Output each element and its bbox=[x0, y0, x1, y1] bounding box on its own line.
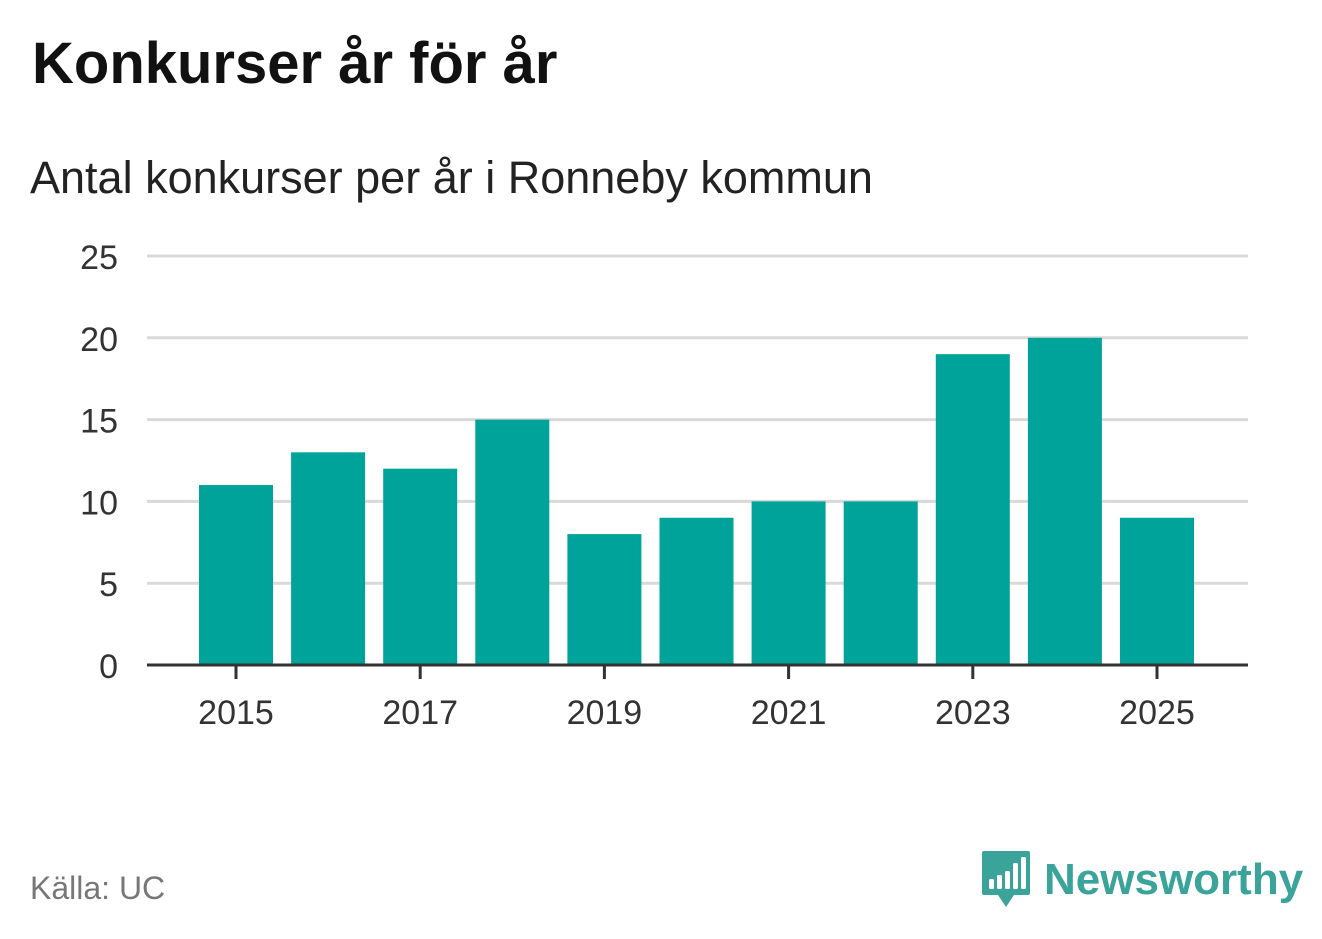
bar-2019 bbox=[567, 534, 642, 665]
x-tick-label: 2025 bbox=[1119, 694, 1195, 732]
brand-logo: Newsworthy bbox=[980, 848, 1303, 912]
y-tick-label: 10 bbox=[80, 484, 118, 522]
x-tick-label: 2015 bbox=[198, 694, 274, 732]
x-tick-label: 2019 bbox=[567, 694, 643, 732]
y-tick-label: 5 bbox=[99, 566, 118, 604]
y-tick-label: 15 bbox=[80, 403, 118, 441]
bar-2018 bbox=[475, 419, 550, 665]
bar-2015 bbox=[199, 485, 273, 665]
bar-2021 bbox=[751, 501, 826, 665]
bar-2016 bbox=[291, 452, 366, 665]
chart-subtitle: Antal konkurser per år i Ronneby kommun bbox=[30, 152, 873, 203]
y-tick-label: 25 bbox=[80, 239, 118, 277]
bar-2025 bbox=[1120, 517, 1194, 665]
y-tick-label: 0 bbox=[99, 648, 118, 686]
x-tick-label: 2023 bbox=[935, 694, 1011, 732]
bar-2023 bbox=[935, 354, 1010, 665]
y-tick-label: 20 bbox=[80, 321, 118, 359]
bar-2017 bbox=[383, 468, 458, 665]
x-tick-label: 2017 bbox=[382, 694, 458, 732]
brand-name: Newsworthy bbox=[1044, 855, 1304, 904]
bar-2022 bbox=[843, 501, 918, 665]
bar-2020 bbox=[659, 517, 734, 665]
chart-title: Konkurser år för år bbox=[32, 31, 558, 96]
bar-2024 bbox=[1027, 337, 1102, 665]
source-note: Källa: UC bbox=[30, 870, 166, 906]
bar-chart-speech-bubble-icon bbox=[982, 851, 1030, 907]
x-tick-label: 2021 bbox=[751, 694, 827, 732]
